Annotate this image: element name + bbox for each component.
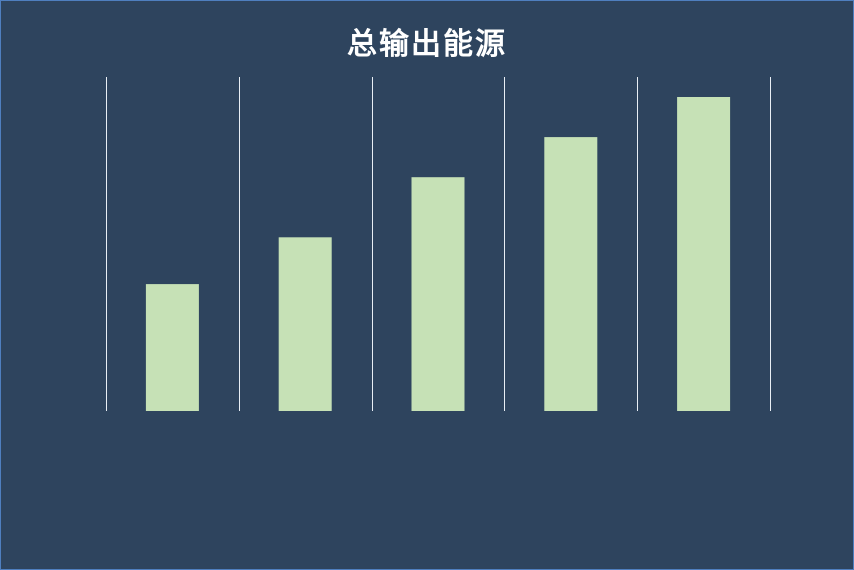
bar-4	[544, 137, 598, 411]
grid-layer	[106, 77, 771, 411]
bar-5	[677, 97, 731, 411]
chart-title: 总输出能源	[347, 27, 507, 62]
bar-2	[278, 237, 332, 411]
bar-3	[411, 177, 465, 411]
bar-1	[145, 284, 199, 411]
bar-layer	[145, 97, 731, 411]
